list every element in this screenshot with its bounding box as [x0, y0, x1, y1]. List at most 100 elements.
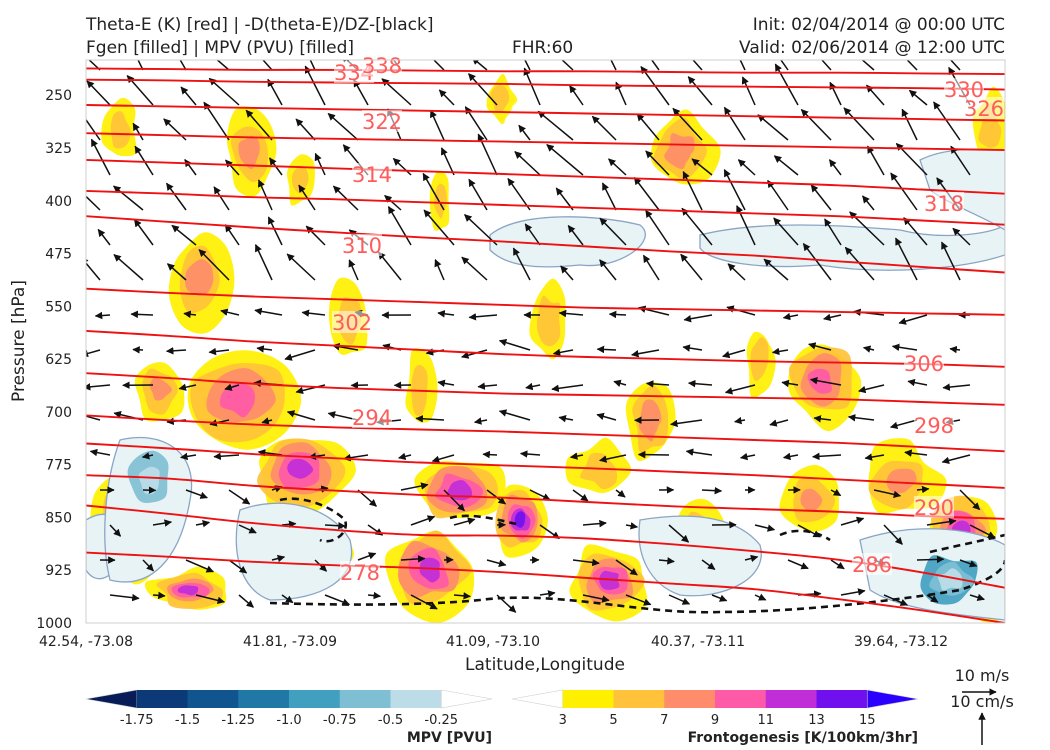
contour-label-bg	[904, 352, 944, 374]
wind-vector	[844, 246, 875, 281]
mpv-colorbar-swatch	[339, 690, 391, 708]
wind-vector	[727, 263, 746, 281]
theta-e-contour-label: 294	[352, 406, 392, 430]
theta-e-contour-label: 338	[362, 54, 402, 78]
wind-vector	[782, 312, 799, 321]
wind-vector	[959, 489, 981, 511]
wind-vector	[631, 349, 660, 358]
wind-vector	[94, 311, 111, 320]
wind-vector	[569, 85, 584, 106]
wind-vector	[539, 590, 556, 598]
contour-label-bg	[924, 192, 964, 214]
wind-vector	[298, 184, 316, 211]
wind-vector	[601, 182, 617, 211]
wind-vector	[898, 314, 928, 325]
wind-vector	[558, 414, 574, 423]
fgen-colorbar-tick: 13	[808, 713, 825, 728]
wind-vector	[523, 67, 541, 106]
wind-vector	[800, 108, 832, 141]
wind-vector	[281, 520, 297, 529]
wind-vector	[203, 101, 230, 141]
wind-vector	[256, 345, 273, 353]
wind-vector	[141, 452, 154, 460]
wind-vector	[440, 147, 455, 176]
y-tick-label: 550	[45, 299, 72, 315]
wind-vector	[866, 145, 885, 176]
wind-vector	[353, 79, 369, 106]
wind-vector	[377, 251, 402, 281]
wind-vector	[959, 559, 978, 568]
wind-vector	[422, 172, 445, 211]
theta-e-contour	[86, 504, 1005, 589]
wind-vector	[295, 384, 326, 395]
theta-e-contour-label: 278	[340, 561, 380, 585]
wind-vector	[691, 158, 713, 176]
wind-vector	[304, 65, 326, 106]
wind-vector	[645, 380, 670, 388]
mpv-colorbar-tick: -1.25	[221, 713, 255, 728]
lapse-rate-contour	[279, 497, 348, 543]
wind-vector	[701, 486, 723, 495]
contour-label-bg	[944, 78, 984, 100]
wind-vector	[261, 417, 273, 425]
mpv-colorbar-swatch	[440, 689, 493, 709]
wind-vector	[357, 552, 377, 561]
contour-label-bg	[352, 163, 392, 185]
wind-vector	[86, 195, 101, 211]
wind-vector	[615, 559, 638, 576]
theta-e-contour-label: 326	[964, 97, 1004, 121]
x-axis-label: Latitude,Longitude	[465, 655, 625, 675]
valid-time: Valid: 02/06/2014 @ 12:00 UTC	[739, 38, 1005, 58]
wind-vector	[941, 454, 971, 465]
wind-vector	[680, 253, 703, 281]
field-fill	[287, 458, 314, 479]
theta-e-contour	[86, 372, 1005, 406]
wind-vector	[113, 185, 144, 211]
wind-vector	[387, 205, 412, 246]
wind-vector	[546, 144, 584, 176]
theta-e-contour	[86, 132, 1005, 152]
theta-e-contour-label: 290	[914, 496, 954, 520]
wind-vector	[610, 60, 617, 71]
wind-vector	[685, 448, 713, 456]
mpv-region	[638, 515, 762, 597]
wind-vector	[327, 112, 359, 141]
wind-vector	[916, 485, 930, 494]
wind-vector	[171, 224, 197, 246]
theta-e-contour-label: 330	[944, 78, 984, 102]
fgen-colorbar-title: Frontogenesis [K/100km/3hr]	[688, 730, 918, 746]
theta-e-contour-label: 322	[362, 110, 402, 134]
wind-vector	[262, 60, 273, 71]
mpv-colorbar-tick: -1.0	[276, 713, 301, 728]
wind-vector	[537, 110, 574, 141]
wind-vector	[332, 185, 359, 211]
wind-vector	[737, 159, 756, 176]
field-fill	[750, 337, 769, 382]
contour-label-bg	[914, 414, 954, 436]
wind-vector	[711, 594, 728, 602]
wind-vector	[453, 592, 471, 600]
x-tick-label: 39.64, -73.12	[854, 634, 948, 650]
wind-vector	[828, 159, 842, 176]
wind-vector	[668, 594, 691, 605]
mpv-colorbar-swatch	[187, 690, 239, 708]
wind-vector	[486, 559, 507, 567]
wind-vector	[137, 60, 144, 71]
wind-vector	[180, 452, 197, 461]
wind-vector	[763, 258, 789, 281]
x-tick-label: 42.54, -73.08	[39, 634, 133, 650]
wind-vector	[787, 559, 809, 570]
field-fill	[580, 452, 618, 490]
wind-vector	[468, 313, 498, 321]
theta-e-contour	[86, 287, 1005, 316]
theta-e-contour	[86, 67, 1005, 76]
y-tick-label: 925	[45, 563, 72, 579]
wind-vector	[757, 114, 789, 141]
theta-e-contour	[86, 551, 1005, 623]
y-tick-label: 850	[45, 510, 72, 526]
wind-vector	[524, 223, 541, 246]
fgen-colorbar-swatch	[765, 690, 817, 708]
y-tick-label: 475	[45, 247, 72, 263]
wind-vector	[498, 339, 531, 351]
plot-frame	[85, 59, 1006, 624]
